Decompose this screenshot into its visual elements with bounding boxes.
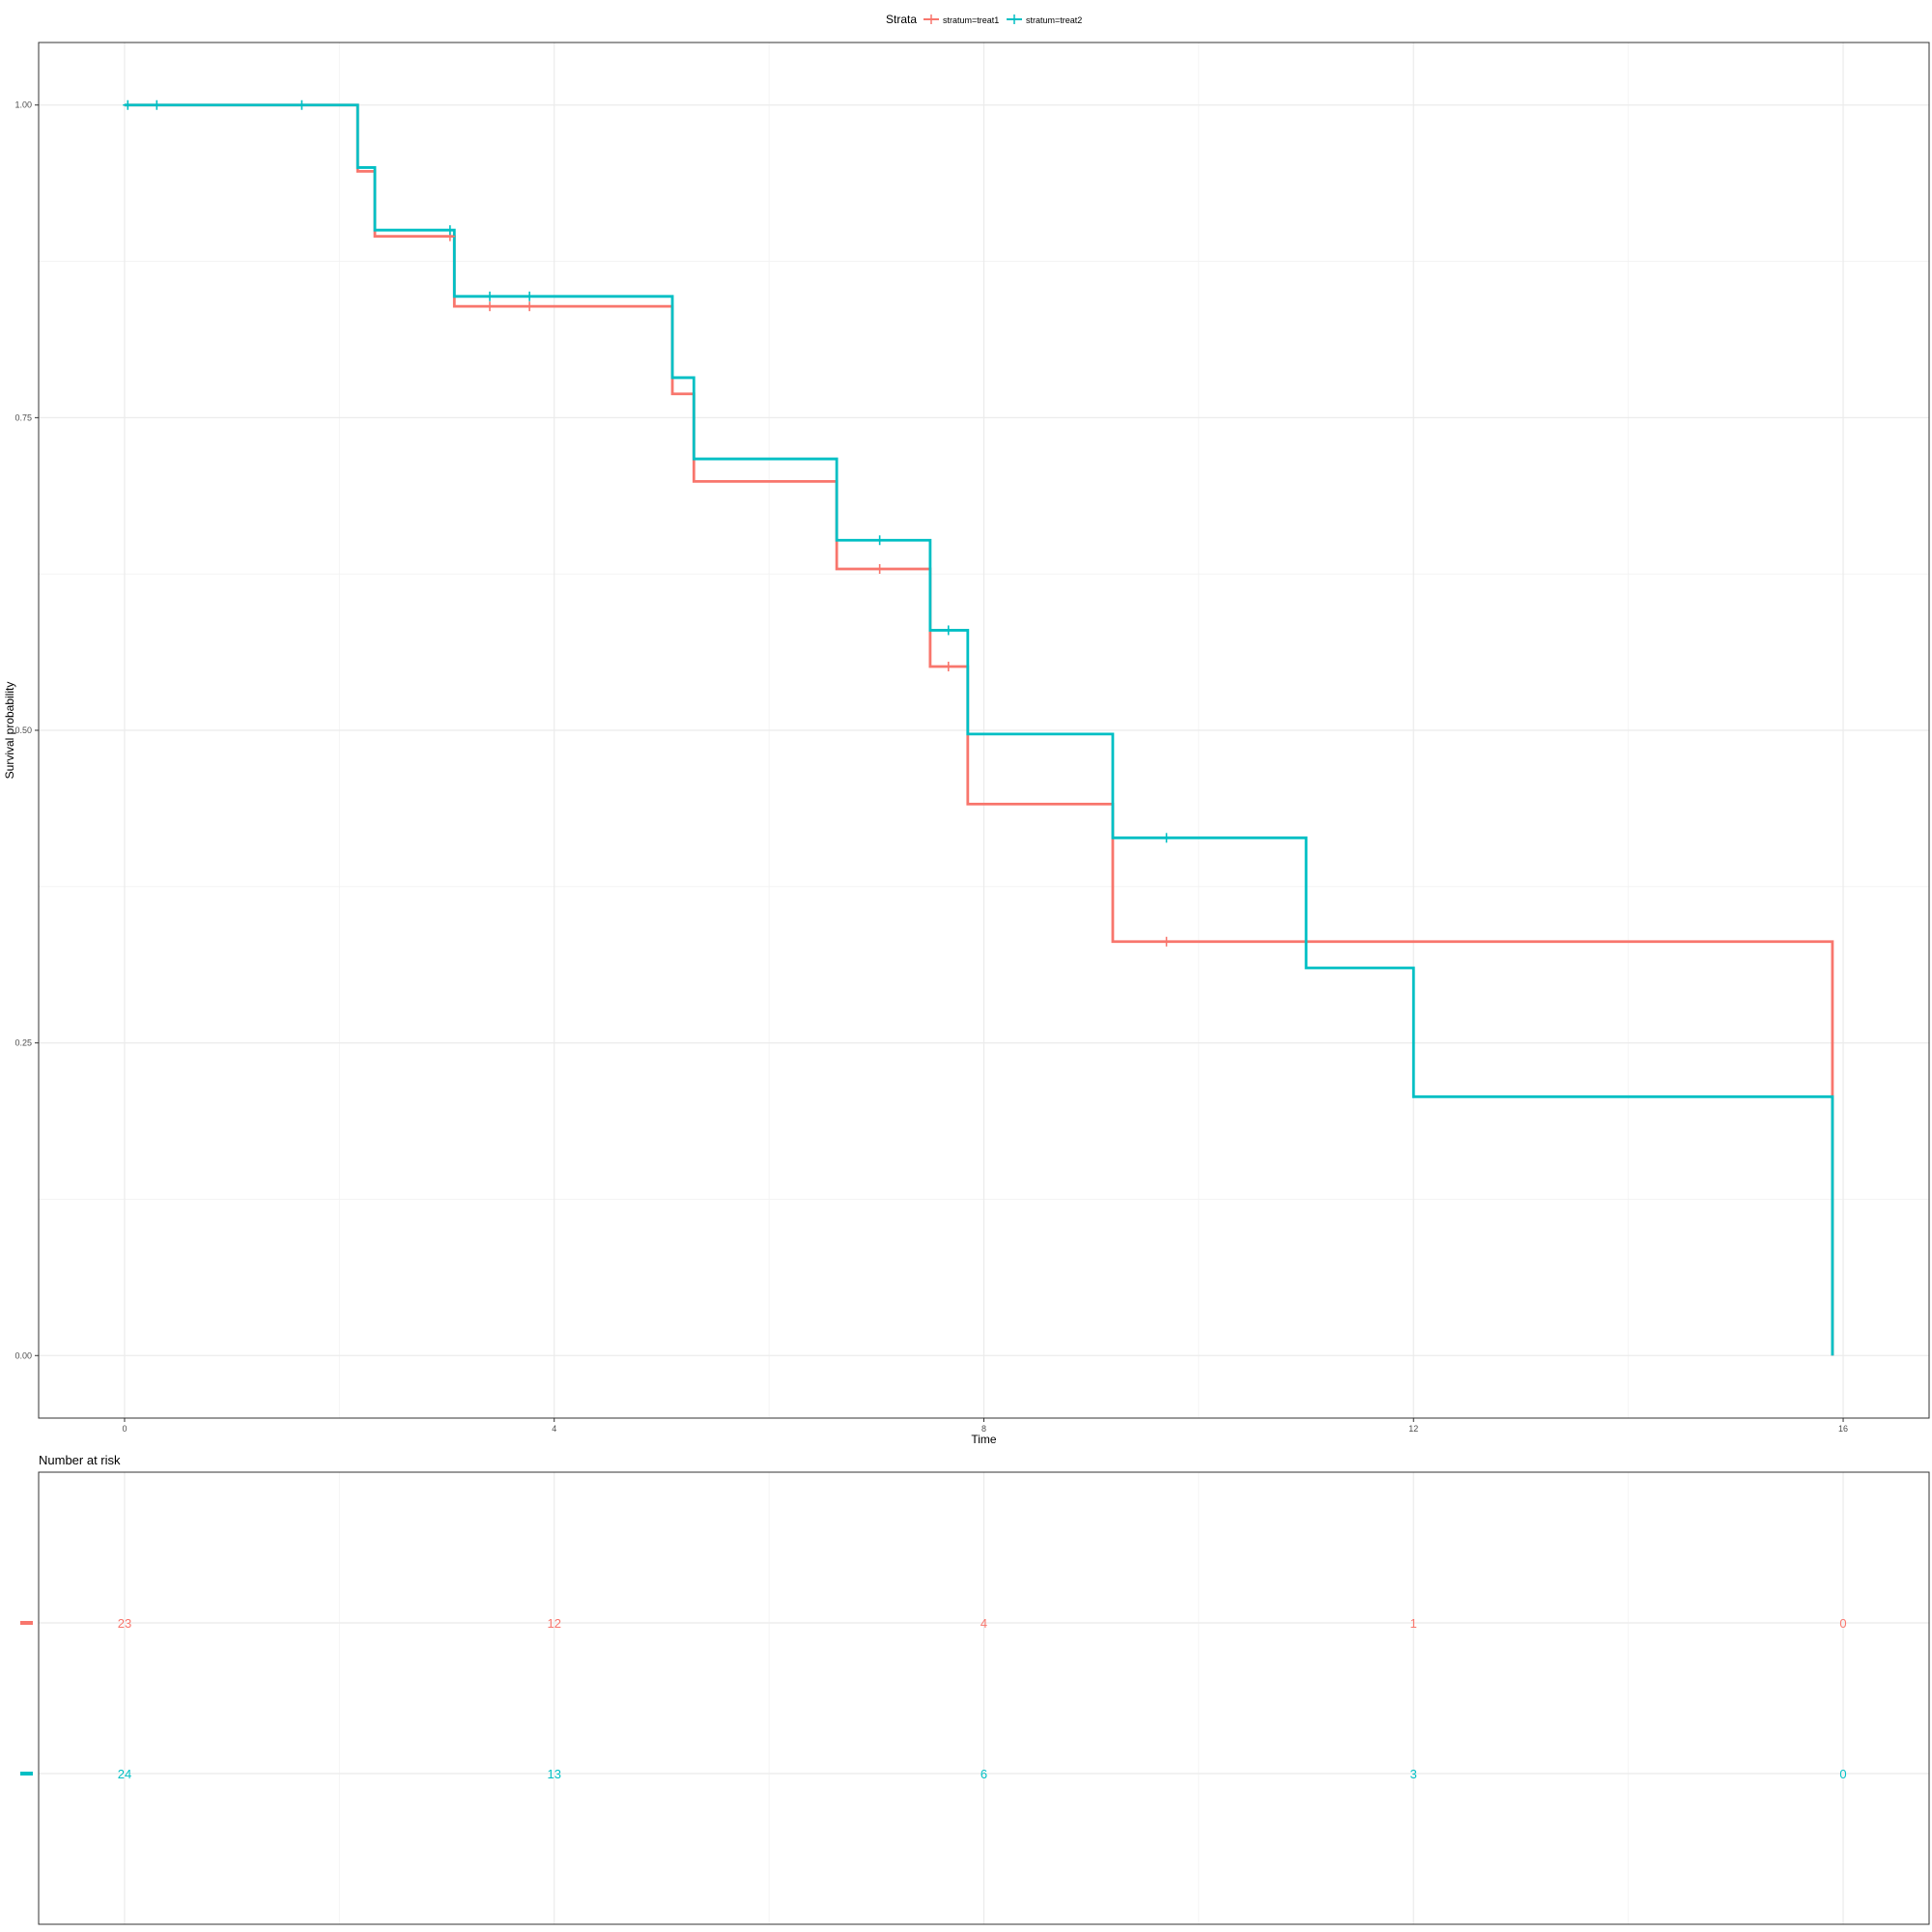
legend-label-treat2: stratum=treat2 [1026, 15, 1082, 25]
y-tick-label: 1.00 [14, 100, 32, 110]
risk-value: 4 [980, 1616, 987, 1631]
legend: Strata stratum=treat1 stratum=treat2 [886, 13, 1082, 26]
risk-grid-major [39, 1472, 1929, 1924]
y-tick-label: 0.75 [14, 412, 32, 422]
legend-label-treat1: stratum=treat1 [943, 15, 999, 25]
series-lines [124, 103, 1834, 1356]
x-tick-label: 8 [981, 1424, 986, 1434]
y-axis: 0.00 0.25 0.50 0.75 1.00 [14, 100, 39, 1360]
risk-value: 0 [1839, 1616, 1846, 1631]
survival-plot: 0 4 8 12 16 0.00 0.25 0.50 0.75 1.00 Time Surviv… [3, 42, 1930, 1446]
risk-value: 24 [118, 1767, 131, 1781]
risk-value: 13 [547, 1767, 560, 1781]
x-tick-label: 4 [552, 1424, 556, 1434]
x-tick-label: 12 [1408, 1424, 1418, 1434]
risk-value: 3 [1410, 1767, 1417, 1781]
y-tick-label: 0.00 [14, 1350, 32, 1360]
y-axis-label: Survival probability [3, 682, 16, 780]
risk-value: 1 [1410, 1616, 1417, 1631]
legend-title: Strata [886, 13, 917, 26]
risk-value: 6 [980, 1767, 987, 1781]
y-tick-label: 0.50 [14, 725, 32, 735]
series-line-2 [124, 103, 1834, 1356]
risk-strata-keys [20, 1621, 33, 1776]
x-axis: 0 4 8 12 16 [122, 1418, 1848, 1434]
x-tick-label: 0 [122, 1424, 127, 1434]
x-tick-label: 16 [1838, 1424, 1848, 1434]
grid-major [39, 43, 1929, 1418]
x-axis-label: Time [971, 1433, 997, 1446]
risk-grid-minor [338, 1472, 1630, 1924]
risk-table: Number at risk 23 12 4 1 0 24 13 6 3 0 [20, 1453, 1930, 1925]
risk-values: 23 12 4 1 0 24 13 6 3 0 [118, 1616, 1847, 1781]
risk-value: 23 [118, 1616, 131, 1631]
y-tick-label: 0.25 [14, 1038, 32, 1048]
risk-table-border [38, 1471, 1930, 1925]
risk-value: 12 [547, 1616, 560, 1631]
risk-value: 0 [1839, 1767, 1846, 1781]
censor-marks [123, 99, 1172, 947]
risk-table-title: Number at risk [39, 1453, 121, 1467]
